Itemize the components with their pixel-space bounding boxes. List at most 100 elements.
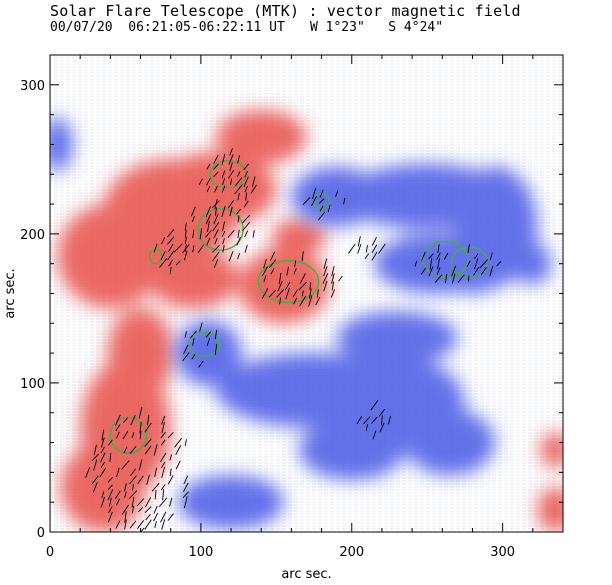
field-vector — [160, 511, 167, 523]
field-vector — [323, 280, 328, 292]
field-vector — [312, 188, 317, 199]
positive-region — [57, 204, 164, 309]
field-vector — [228, 250, 234, 262]
field-vector — [221, 230, 226, 237]
axis-layer: 0 100 200 300 0 100 200 300 arc sec. arc sec. — [3, 54, 564, 582]
field-vector — [237, 229, 240, 239]
field-vector — [129, 446, 137, 454]
field-contour — [257, 260, 320, 304]
field-vector — [162, 489, 165, 501]
field-vector — [182, 491, 189, 498]
field-vector — [183, 482, 189, 493]
field-vector — [428, 266, 434, 277]
field-vector — [234, 184, 243, 195]
field-vector — [436, 267, 441, 276]
field-vector — [151, 482, 160, 492]
field-vector — [387, 415, 392, 425]
negative-region — [404, 409, 496, 476]
field-vector — [228, 169, 235, 179]
field-vector — [161, 415, 166, 425]
field-vector — [183, 496, 188, 509]
negative-region — [514, 242, 551, 285]
field-vector — [473, 266, 480, 276]
vector-layer — [85, 148, 502, 532]
field-vector — [153, 243, 158, 253]
field-vector — [116, 431, 120, 439]
field-vector — [160, 250, 166, 261]
field-vector — [169, 454, 172, 461]
field-vector — [146, 474, 150, 486]
chart-title: Solar Flare Telescope (MTK) : vector mag… — [50, 2, 521, 20]
field-vector — [237, 215, 240, 223]
field-vector — [237, 192, 240, 201]
field-vector — [184, 244, 187, 252]
field-vector — [213, 259, 219, 269]
x-axis-label: arc sec. — [281, 567, 331, 582]
positive-region — [271, 218, 327, 255]
field-vector — [237, 155, 241, 164]
field-vector — [363, 416, 371, 425]
field-vector — [207, 220, 210, 233]
field-vector — [437, 244, 440, 254]
field-vector — [146, 414, 150, 426]
negative-region — [291, 166, 382, 227]
field-vector — [327, 204, 331, 213]
field-vector — [444, 274, 448, 284]
field-vector — [124, 491, 127, 499]
field-vector — [124, 519, 127, 530]
field-vector — [100, 446, 105, 454]
field-vector — [205, 230, 212, 238]
field-vector — [124, 511, 127, 523]
field-vector — [108, 506, 113, 514]
field-vector — [244, 170, 248, 178]
field-vector — [160, 439, 166, 446]
field-vector — [276, 289, 284, 298]
field-vector — [244, 244, 248, 253]
field-vector — [184, 230, 187, 238]
field-contour — [450, 246, 489, 278]
field-vector — [131, 432, 135, 439]
field-vector — [115, 490, 121, 499]
field-vector — [315, 296, 321, 306]
field-vector — [138, 507, 143, 513]
y-axis-label: arc sec. — [3, 268, 18, 318]
field-vector — [121, 460, 130, 470]
field-vector — [489, 252, 493, 261]
field-vector — [474, 253, 479, 260]
y-tick-label: 100 — [20, 377, 45, 392]
field-vector — [136, 498, 145, 507]
field-vector — [167, 228, 175, 238]
field-vector — [229, 162, 233, 172]
field-vector — [99, 467, 107, 478]
field-vector — [175, 445, 182, 455]
field-vector — [213, 163, 219, 170]
solar-coordinates: W 1°23" S 4°24" — [310, 20, 444, 35]
field-vector — [421, 251, 426, 261]
field-vector — [92, 482, 98, 493]
field-vector — [221, 185, 226, 193]
negative-region — [298, 420, 405, 480]
observation-datetime: 00/07/20 06:21:05-06:22:11 UT — [50, 20, 285, 35]
field-vector — [457, 274, 465, 283]
field-vector — [169, 266, 172, 274]
field-vector — [198, 178, 203, 185]
field-vector — [317, 211, 326, 221]
field-vector — [227, 230, 235, 238]
field-vector — [279, 297, 282, 305]
field-vector — [213, 171, 219, 177]
field-vector — [370, 400, 379, 411]
positive-field — [57, 110, 563, 532]
field-vector — [100, 437, 105, 448]
field-vector — [243, 176, 249, 188]
field-contour — [109, 416, 148, 454]
field-vector — [270, 267, 275, 275]
field-vector — [479, 259, 489, 269]
field-vector — [474, 258, 479, 270]
positive-region — [215, 110, 307, 164]
positive-region — [537, 487, 563, 532]
field-vector — [222, 238, 225, 245]
field-vector — [237, 253, 240, 260]
field-vector — [434, 274, 443, 283]
field-vector — [286, 266, 289, 276]
x-tick-label: 200 — [339, 545, 364, 560]
